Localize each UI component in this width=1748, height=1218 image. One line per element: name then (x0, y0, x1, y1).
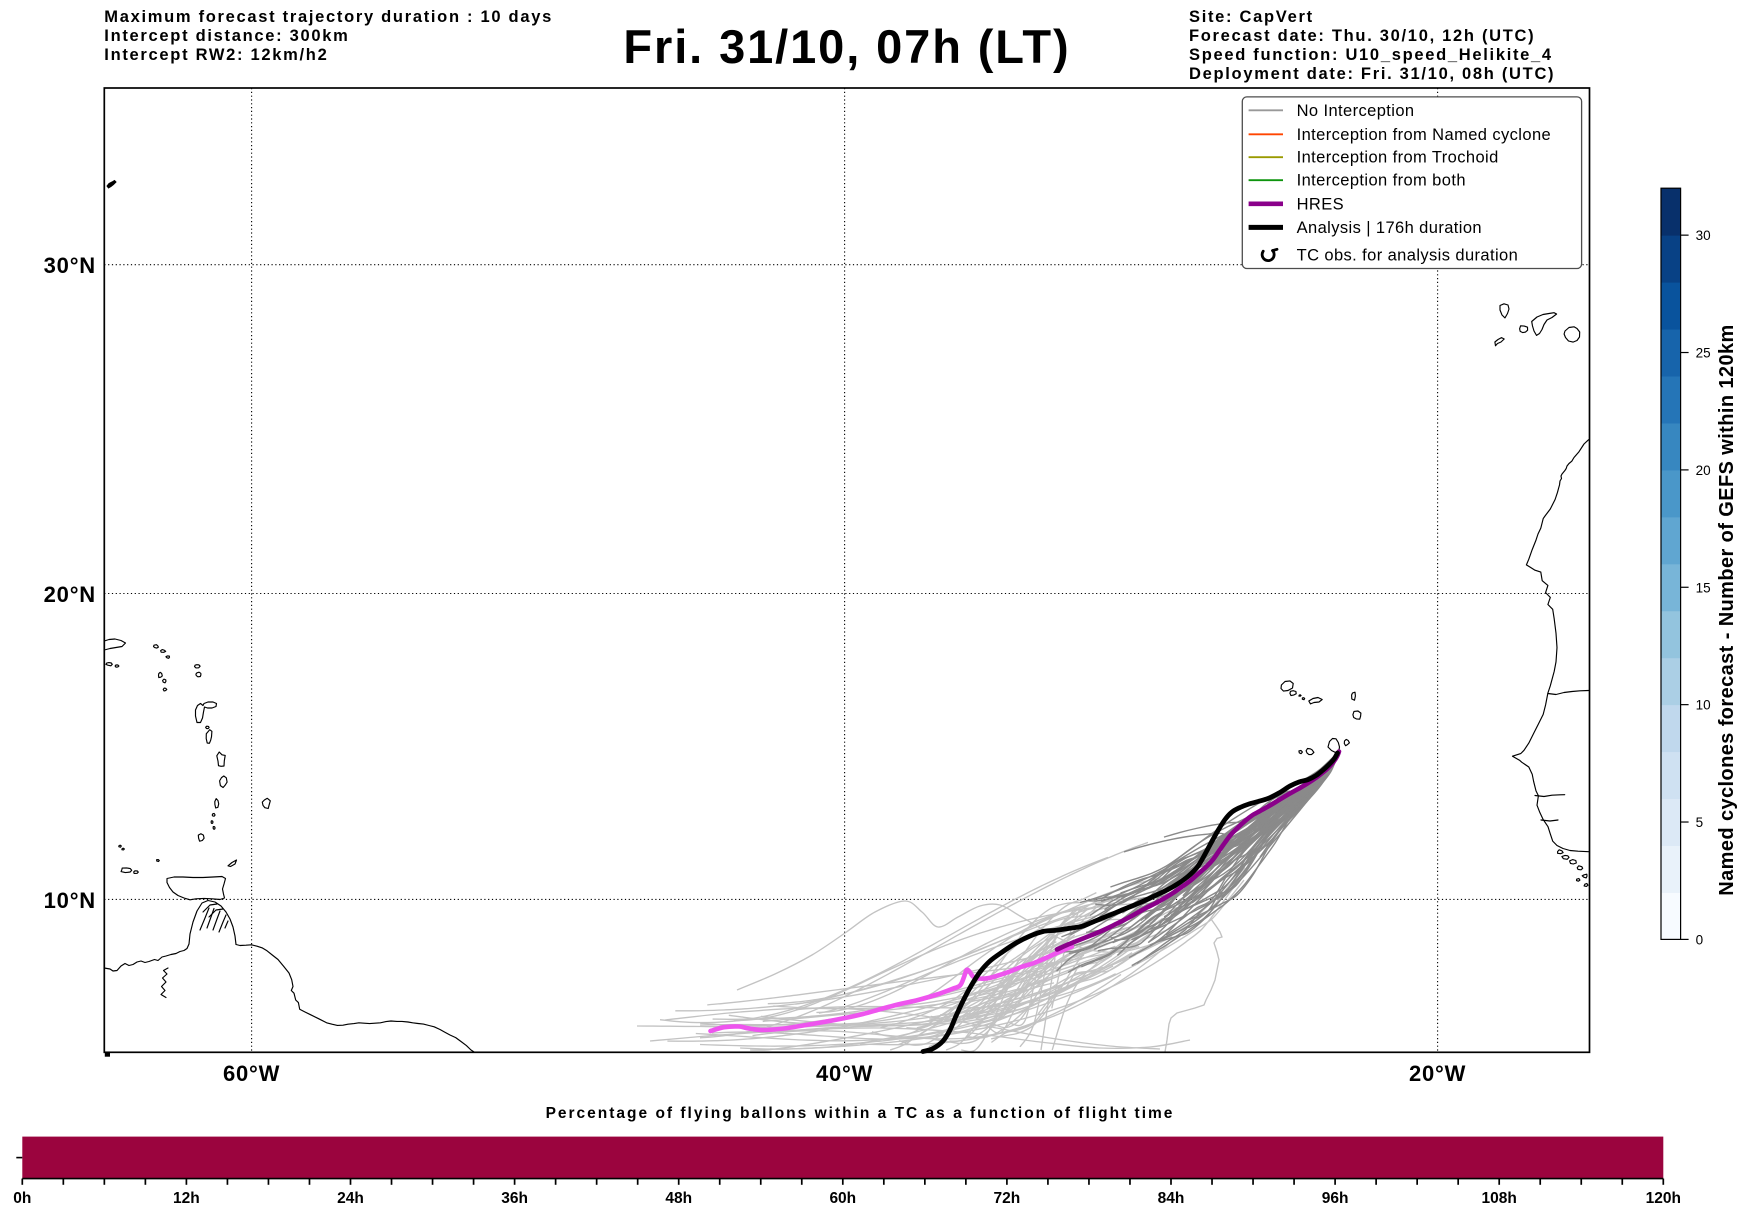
svg-text:Forecast date: Thu. 30/10, 12h: Forecast date: Thu. 30/10, 12h (UTC) (1189, 27, 1535, 45)
svg-text:20°W: 20°W (1409, 1061, 1466, 1086)
svg-text:HRES: HRES (1297, 195, 1344, 213)
svg-text:10: 10 (1696, 698, 1711, 713)
svg-text:24h: 24h (337, 1190, 364, 1207)
svg-text:Maximum forecast trajectory du: Maximum forecast trajectory duration : 1… (104, 8, 553, 26)
svg-text:Deployment date: Fri. 31/10, 0: Deployment date: Fri. 31/10, 08h (UTC) (1189, 65, 1555, 83)
svg-text:108h: 108h (1482, 1190, 1517, 1207)
svg-text:40°W: 40°W (816, 1061, 873, 1086)
svg-text:No Interception: No Interception (1297, 102, 1415, 120)
svg-text:15: 15 (1696, 580, 1711, 595)
svg-text:30: 30 (1696, 228, 1711, 243)
svg-text:Intercept RW2: 12km/h2: Intercept RW2: 12km/h2 (104, 46, 328, 64)
svg-text:Speed function: U10_speed_Heli: Speed function: U10_speed_Helikite_4 (1189, 46, 1553, 64)
svg-text:20: 20 (1696, 463, 1711, 478)
svg-text:0h: 0h (13, 1190, 31, 1207)
svg-text:48h: 48h (665, 1190, 692, 1207)
svg-text:0: 0 (1696, 932, 1704, 947)
svg-text:Interception from Trochoid: Interception from Trochoid (1297, 149, 1499, 167)
svg-text:Named cyclones forecast - Numb: Named cyclones forecast - Number of GEFS… (1716, 324, 1738, 895)
svg-text:Intercept distance: 300km: Intercept distance: 300km (104, 27, 349, 45)
svg-text:20°N: 20°N (44, 582, 96, 607)
svg-text:Site: CapVert: Site: CapVert (1189, 8, 1314, 26)
svg-text:84h: 84h (1158, 1190, 1185, 1207)
svg-text:TC obs. for analysis duration: TC obs. for analysis duration (1297, 247, 1519, 265)
svg-text:60°W: 60°W (223, 1061, 280, 1086)
svg-text:Percentage of flying ballons w: Percentage of flying ballons within a TC… (546, 1105, 1175, 1122)
svg-text:96h: 96h (1322, 1190, 1349, 1207)
svg-text:10°N: 10°N (44, 888, 96, 913)
svg-text:60h: 60h (829, 1190, 856, 1207)
svg-text:72h: 72h (994, 1190, 1021, 1207)
svg-text:25: 25 (1696, 346, 1711, 361)
svg-text:Interception from both: Interception from both (1297, 172, 1466, 190)
svg-text:Analysis | 176h duration: Analysis | 176h duration (1297, 219, 1482, 237)
svg-text:36h: 36h (501, 1190, 528, 1207)
svg-text:Fri. 31/10, 07h (LT): Fri. 31/10, 07h (LT) (623, 20, 1070, 73)
svg-text:30°N: 30°N (44, 253, 96, 278)
svg-text:120h: 120h (1646, 1190, 1681, 1207)
svg-text:5: 5 (1696, 815, 1704, 830)
svg-text:12h: 12h (173, 1190, 200, 1207)
svg-text:Interception from Named cyclon: Interception from Named cyclone (1297, 126, 1552, 144)
